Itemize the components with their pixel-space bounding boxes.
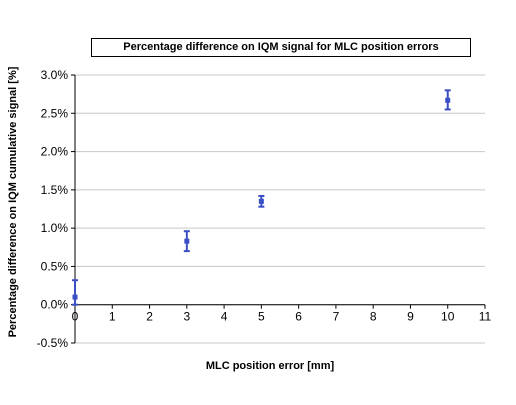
x-tick-label: 5 [258,310,265,324]
x-tick-label: 3 [183,310,190,324]
y-tick-label: 1.5% [41,183,69,197]
x-tick-label: 4 [221,310,228,324]
y-tick-label: 0.0% [41,298,69,312]
chart-title: Percentage difference on IQM signal for … [91,38,471,57]
data-point [72,294,78,300]
y-tick-label: 0.5% [41,259,69,273]
y-tick-label: 1.0% [41,221,69,235]
y-tick-label: 2.0% [41,145,69,159]
x-tick-label: 2 [146,310,153,324]
x-tick-label: 9 [407,310,414,324]
x-tick-label: 8 [370,310,377,324]
data-point [445,97,451,103]
x-tick-label: 7 [333,310,340,324]
data-point [258,198,264,204]
x-axis-label: MLC position error [mm] [205,360,335,372]
x-tick-label: 6 [295,310,302,324]
y-tick-label: 2.5% [41,106,69,120]
data-point [184,238,190,244]
y-tick-label: 3.0% [41,68,69,82]
x-tick-label: 0 [72,310,79,324]
y-tick-label: -0.5% [37,336,69,350]
x-tick-label: 10 [441,310,455,324]
x-tick-label: 11 [479,310,492,324]
x-tick-label: 1 [109,310,116,324]
